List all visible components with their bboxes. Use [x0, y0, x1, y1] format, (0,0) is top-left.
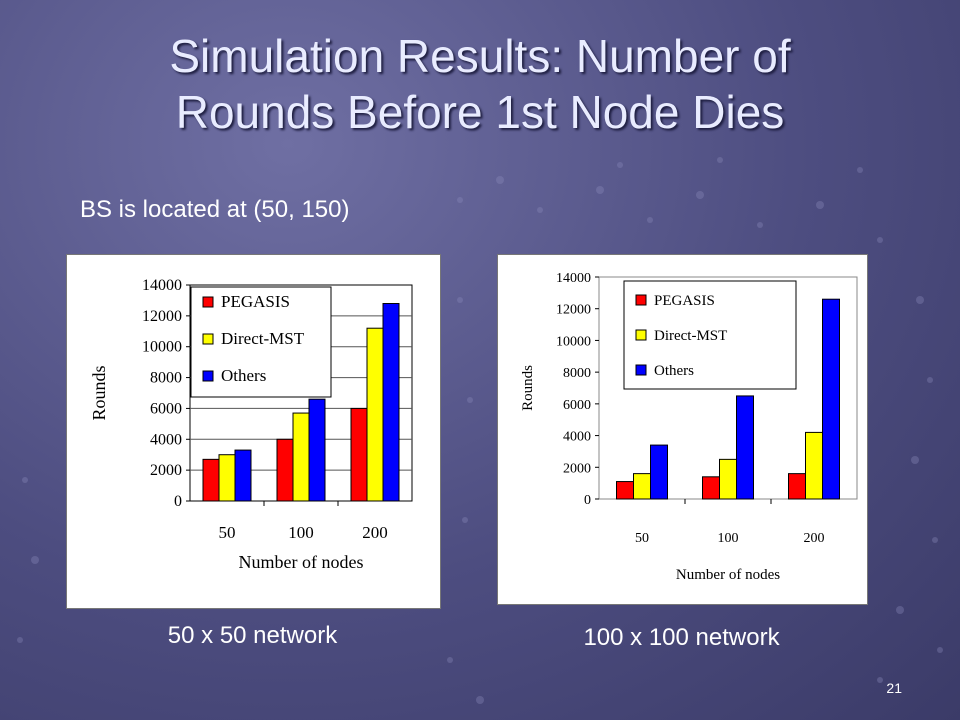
- y-tick-label: 4000: [150, 431, 182, 448]
- y-tick-label: 10000: [556, 334, 591, 349]
- y-tick-label: 0: [174, 493, 182, 510]
- x-tick-label: 50: [635, 531, 649, 546]
- y-tick-label: 14000: [142, 277, 182, 294]
- bar-direct-mst-50: [218, 454, 236, 502]
- legend-label-others: Others: [221, 366, 266, 385]
- legend-label-pegasis: PEGASIS: [654, 293, 715, 309]
- y-tick-label: 0: [584, 493, 591, 508]
- chart-caption-100x100: 100 x 100 network: [583, 624, 780, 651]
- chart-panel-50x50: 0 2000 4000 6000 8000 10000 12000 14000 50 100 200…: [66, 254, 441, 609]
- slide-title-line2: Rounds Before 1st Node Dies: [175, 86, 785, 138]
- chart-50x50: 0 2000 4000 6000 8000 10000 12000 14000 50 100 200…: [89, 277, 413, 572]
- chart-caption-50x50: 50 x 50 network: [167, 622, 338, 649]
- legend-label-pegasis: PEGASIS: [221, 292, 290, 311]
- chart-panel-100x100: 0 2000 4000 6000 8000 10000 12000 14000 50 100 200…: [497, 254, 868, 605]
- y-tick-label: 8000: [150, 370, 182, 387]
- y-tick-label: 4000: [563, 430, 591, 445]
- bar-pegasis-50: [202, 458, 220, 502]
- legend-label-others: Others: [654, 363, 694, 379]
- page-number: 21: [886, 680, 902, 696]
- bar-direct-mst-100: [292, 412, 310, 502]
- y-tick-label: 6000: [563, 398, 591, 413]
- x-tick-label: 200: [362, 523, 388, 542]
- bar-direct-mst-100: [719, 458, 737, 500]
- bar-pegasis-100: [702, 476, 720, 500]
- subtitle: BS is located at (50, 150): [80, 196, 350, 223]
- y-tick-label: 10000: [142, 339, 182, 356]
- y-tick-label: 2000: [150, 462, 182, 479]
- y-tick-label: 8000: [563, 366, 591, 381]
- y-tick-label: 2000: [563, 461, 591, 476]
- bar-direct-mst-200: [366, 327, 384, 502]
- x-tick-label: 100: [718, 531, 739, 546]
- x-tick-label: 200: [804, 531, 825, 546]
- bar-pegasis-200: [350, 407, 368, 502]
- x-tick-label: 50: [219, 523, 236, 542]
- legend-swatch-direct-mst: [635, 329, 647, 341]
- legend-swatch-pegasis: [202, 296, 214, 308]
- x-axis-label: Number of nodes: [676, 567, 780, 583]
- chart-100x100: 0 2000 4000 6000 8000 10000 12000 14000 50 100 200…: [520, 271, 858, 583]
- legend-label-direct-mst: Direct-MST: [654, 328, 727, 344]
- x-axis-label: Number of nodes: [239, 552, 364, 572]
- y-tick-label: 12000: [142, 308, 182, 325]
- legend-swatch-pegasis: [635, 294, 647, 306]
- slide-title: Simulation Results: Number of Rounds Bef…: [0, 28, 960, 140]
- legend-label-direct-mst: Direct-MST: [221, 329, 305, 348]
- x-tick-label: 100: [288, 523, 314, 542]
- y-axis-label: Rounds: [89, 365, 109, 420]
- legend-box: [623, 280, 797, 390]
- bar-others-100: [308, 398, 326, 502]
- bar-others-200: [382, 303, 400, 502]
- legend-swatch-others: [635, 364, 647, 376]
- bar-pegasis-50: [616, 481, 634, 500]
- legend-box: [190, 286, 332, 398]
- bar-others-50: [234, 449, 252, 502]
- y-tick-label: 14000: [556, 271, 591, 286]
- bar-direct-mst-50: [633, 473, 651, 500]
- slide-title-line1: Simulation Results: Number of: [169, 30, 791, 82]
- y-tick-label: 12000: [556, 303, 591, 318]
- bar-pegasis-100: [276, 438, 294, 502]
- legend-swatch-direct-mst: [202, 333, 214, 345]
- y-tick-label: 6000: [150, 400, 182, 417]
- bar-others-200: [822, 298, 840, 500]
- legend-swatch-others: [202, 370, 214, 382]
- y-axis-label: Rounds: [520, 365, 536, 411]
- bar-others-50: [650, 444, 668, 500]
- bar-others-100: [736, 395, 754, 500]
- bar-direct-mst-200: [805, 431, 823, 500]
- bar-pegasis-200: [788, 473, 806, 500]
